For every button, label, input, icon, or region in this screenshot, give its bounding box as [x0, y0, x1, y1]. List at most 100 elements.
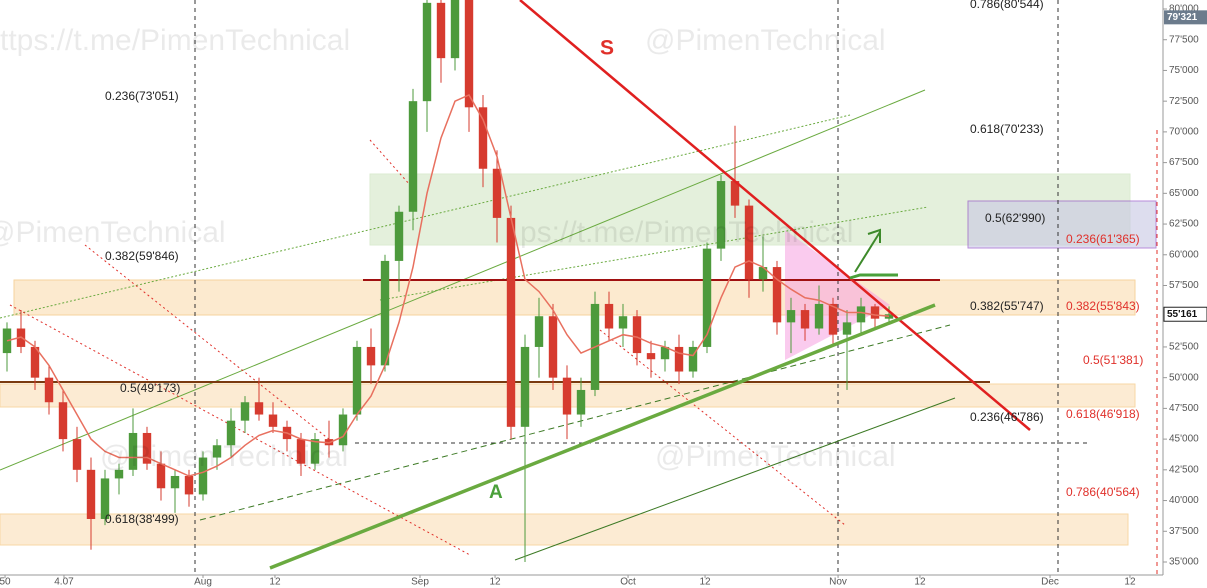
watermark: ttps://t.me/PimenTechnical — [0, 24, 350, 57]
zone — [13, 279, 1136, 316]
wave-label: A — [489, 482, 503, 503]
candle-body — [730, 181, 740, 206]
y-tick-label: 60'000 — [1169, 249, 1199, 260]
candle-body — [44, 377, 54, 403]
channel — [84, 244, 331, 441]
y-tick-label: 70'000 — [1169, 127, 1199, 138]
x-tick-label: 4.07 — [54, 577, 74, 588]
candle-body — [394, 211, 404, 261]
candle-body — [604, 303, 614, 329]
y-tick-label: 40'000 — [1169, 495, 1199, 506]
triangle — [785, 230, 890, 360]
channel — [369, 139, 411, 186]
candle-body — [492, 168, 502, 218]
candle-body — [366, 346, 376, 366]
candle-body — [184, 475, 194, 495]
x-tick-label: 12 — [489, 577, 501, 588]
fib-label: 0.382(59'846) — [105, 249, 179, 263]
y-tick-label: 50'000 — [1169, 372, 1199, 383]
candle-body — [170, 475, 180, 489]
y-tick-label: 65'000 — [1169, 188, 1199, 199]
x-tick-label: 12 — [914, 577, 926, 588]
x-tick-label: 12 — [269, 577, 281, 588]
candle-body — [296, 439, 306, 464]
wave-label: S — [600, 37, 614, 60]
y-tick-label: 67'500 — [1169, 157, 1199, 168]
candle-body — [212, 445, 222, 458]
candle-body — [660, 346, 670, 360]
candle-body — [674, 346, 684, 372]
overlays — [269, 0, 1031, 570]
candle-body — [800, 310, 810, 329]
candle-body — [646, 353, 656, 360]
watermark: @Pimen Technical — [100, 440, 348, 473]
moving-average — [6, 94, 890, 477]
candle-body — [142, 432, 152, 464]
candle-body — [534, 316, 544, 347]
candle-body — [506, 217, 516, 427]
candle-body — [786, 310, 796, 323]
candle-body — [842, 322, 852, 335]
candle-body — [576, 389, 586, 415]
fib-label: 0.5(62'990) — [985, 211, 1045, 225]
y-tick-label: 80'000 — [1169, 4, 1199, 15]
candle-body — [464, 0, 474, 108]
x-tick-label: Oct — [620, 577, 636, 588]
fib-label: 0.236(61'365) — [1066, 232, 1140, 246]
price-tag-label: 79'321 — [1167, 12, 1198, 23]
candle-body — [198, 457, 208, 495]
fib-box — [967, 200, 1157, 249]
channel — [0, 114, 851, 319]
x-tick-label: 12 — [1124, 577, 1136, 588]
price-tag — [1163, 306, 1207, 322]
candle-body — [254, 402, 264, 415]
fib-label: 0.618(70'233) — [970, 122, 1044, 136]
watermark: ps://t.me/PimenTechnical — [520, 216, 853, 249]
y-tick-label: 47'500 — [1169, 403, 1199, 414]
candle-body — [814, 303, 824, 329]
drawings — [0, 0, 1158, 575]
y-tick-label: 77'500 — [1169, 34, 1199, 45]
watermark: @PimenTechnical — [645, 24, 886, 57]
candle-body — [156, 463, 166, 489]
price-tag — [1164, 10, 1207, 25]
candle-body — [310, 439, 320, 464]
candle-body — [884, 314, 894, 319]
candle-body — [688, 346, 698, 372]
candle-body — [380, 260, 390, 366]
candle-body — [422, 2, 432, 102]
candle-body — [562, 377, 572, 415]
fib-label: 0.618(46'918) — [1066, 407, 1140, 421]
y-tick-label: 75'000 — [1169, 65, 1199, 76]
zone — [0, 513, 1129, 546]
fib-label: 0.5(49'173) — [120, 381, 180, 395]
candle-body — [632, 316, 642, 354]
y-tick-label: 62'500 — [1169, 219, 1199, 230]
candle-body — [478, 107, 488, 169]
fib-label: 0.786(80'544) — [970, 0, 1044, 11]
x-tick-label: Sep — [411, 577, 429, 588]
fib-label: 0.236(46'786) — [970, 410, 1044, 424]
candle-body — [856, 306, 866, 323]
y-tick-label: 35'000 — [1169, 557, 1199, 568]
candle-body — [450, 0, 460, 59]
arrow-head — [867, 228, 881, 243]
price-tag-label: 55'161 — [1167, 309, 1198, 320]
watermark: @PimenTechnical — [655, 440, 896, 473]
x-tick-label: Aug — [194, 577, 212, 588]
candle-body — [828, 303, 838, 335]
candle-body — [72, 439, 82, 470]
watermarks: ttps://t.me/PimenTechnical @PimenTechnic… — [0, 24, 896, 473]
price-axis — [1163, 0, 1207, 588]
channel — [514, 397, 956, 561]
candle-body — [114, 469, 124, 479]
fib-label: 0.382(55'843) — [1066, 299, 1140, 313]
candle-body — [744, 205, 754, 280]
candle-body — [30, 346, 40, 378]
candle-body — [268, 414, 278, 427]
annotations: 0.786(80'544) 0.236(73'051) 0.618(70'233… — [105, 0, 1143, 526]
candle-body — [352, 346, 362, 415]
arrow — [854, 231, 881, 273]
candle-body — [618, 316, 628, 329]
